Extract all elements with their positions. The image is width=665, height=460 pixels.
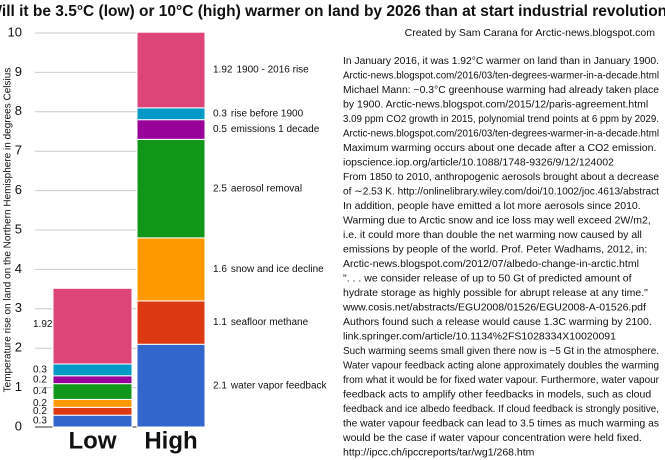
note-line: Michael Mann: ~0.3°C greenhouse warming … (343, 84, 659, 96)
legend-label: seafloor methane (231, 317, 309, 328)
bar-segment (52, 406, 133, 416)
note-line: Warming due to Arctic snow and ice loss … (343, 214, 651, 226)
bar-segment (52, 287, 133, 365)
y-tick-label: 3 (15, 300, 22, 315)
y-tick-label: 8 (15, 103, 22, 118)
bar-segment (136, 343, 206, 428)
x-tick-label: High (144, 427, 197, 454)
bar-segment (52, 398, 133, 408)
note-line: of ∼2.53 K. http://onlinelibrary.wiley.c… (343, 185, 659, 197)
x-tick-label: Low (69, 427, 117, 454)
y-tick-label: 7 (15, 143, 22, 158)
bar-segment (136, 31, 206, 109)
bar-segment (52, 375, 133, 385)
value-label: 1.1 (213, 317, 227, 328)
chart-subtitle: Created by Sam Carana for Arctic-news.bl… (405, 27, 656, 39)
note-line: feedback and ice albedo feedback. If clo… (343, 403, 659, 415)
legend-label: water vapor feedback (230, 380, 328, 391)
value-label: 0.2 (33, 398, 47, 409)
y-tick-label: 4 (15, 261, 22, 276)
bar-segment (136, 237, 206, 302)
value-label: 0.2 (33, 374, 47, 385)
bar-segment (136, 300, 206, 345)
note-line: emissions by people of the world. Prof. … (343, 243, 647, 255)
bar-segment (136, 119, 206, 140)
note-line: i.e. it could more than double the net w… (343, 229, 642, 241)
note-line: In January 2016, it was 1.92°C warmer on… (343, 55, 659, 67)
value-label: 0.3 (33, 365, 47, 376)
bar-segment (136, 138, 206, 239)
note-line: http://ipcc.ch/ipccreports/tar/wg1/268.h… (343, 446, 535, 458)
y-tick-label: 1 (15, 379, 22, 394)
note-line: ". . . we consider release of up to 50 G… (343, 272, 632, 284)
value-label: 1.92 (33, 319, 53, 330)
y-tick-label: 6 (15, 182, 22, 197)
y-tick-label: 9 (15, 64, 22, 79)
value-label: 0.4 (33, 386, 47, 397)
note-line: Arctic-news.blogspot.com/2016/03/ten-deg… (343, 127, 659, 139)
note-line: would be the case if water vapour concen… (342, 432, 642, 444)
value-label: 0.3 (213, 108, 227, 119)
note-line: the water vapour feedback can lead to 3.… (343, 417, 659, 429)
value-label: 0.3 (33, 416, 47, 427)
note-line: hydrate storage as highly possible for a… (343, 287, 648, 299)
note-line: www.cosis.net/abstracts/EGU2008/01526/EG… (342, 301, 646, 313)
y-tick-label: 0 (15, 418, 22, 433)
note-line: Arctic-news.blogspot.com/2012/07/albedo-… (343, 258, 639, 270)
bar-segment (52, 363, 133, 377)
chart-title: Will it be 3.5°C (low) or 10°C (high) wa… (0, 3, 665, 20)
note-line: Such warming seems small given there now… (343, 345, 659, 357)
note-line: by 1900. Arctic-news.blogspot.com/2015/1… (343, 98, 648, 110)
note-line: From 1850 to 2010, anthropogenic aerosol… (343, 171, 659, 183)
legend-label: emissions 1 decade (231, 124, 320, 135)
value-label: 1.6 (213, 264, 227, 275)
bar-segment (52, 383, 133, 400)
note-line: Maximum warming occurs about one decade … (343, 142, 656, 154)
note-line: link.springer.com/article/10.1134%2FS102… (343, 330, 616, 342)
y-tick-label: 10 (8, 24, 22, 39)
note-line: In addition, people have emitted a lot m… (343, 200, 641, 212)
legend-label: 1900 - 2016 rise (236, 65, 309, 76)
value-label: 0.5 (213, 124, 227, 135)
y-tick-label: 5 (15, 221, 22, 236)
value-label: 2.1 (213, 380, 227, 391)
note-line: 3.09 ppm CO2 growth in 2015, polynomial … (343, 113, 659, 125)
legend-label: aerosol removal (231, 183, 302, 194)
y-axis-label: Temperature rise on land on the Northern… (3, 68, 14, 393)
legend-label: rise before 1900 (231, 108, 304, 119)
note-line: Authors found such a release would cause… (343, 316, 652, 328)
note-line: Water vapour feedback acting alone appro… (343, 359, 659, 371)
value-label: 0.2 (33, 406, 47, 417)
legend-label: snow and ice decline (231, 264, 324, 275)
note-line: Arctic-news.blogspot.com/2016/03/ten-deg… (343, 69, 659, 81)
note-line: from what it would be for fixed water va… (343, 374, 659, 386)
value-label: 2.5 (213, 183, 227, 194)
value-label: 1.92 (213, 65, 233, 76)
bar-segment (136, 107, 206, 121)
note-line: iopscience.iop.org/article/10.1088/1748-… (343, 156, 614, 168)
y-tick-label: 2 (15, 340, 22, 355)
bar-segment (52, 414, 133, 428)
note-line: feedback acts to amplify other feedbacks… (343, 388, 651, 400)
